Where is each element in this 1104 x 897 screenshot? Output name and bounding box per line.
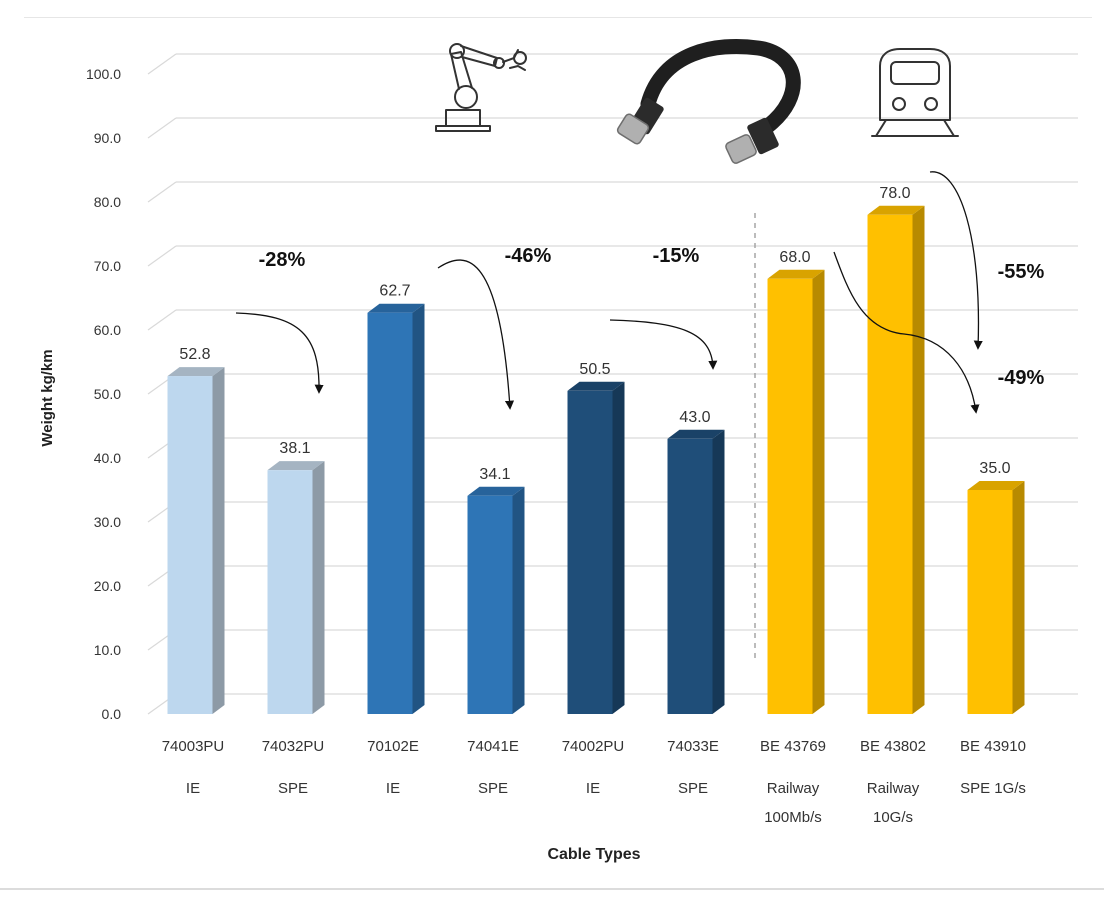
y-tick-label: 50.0	[94, 386, 121, 402]
bar-top	[767, 269, 825, 279]
reduction-label: -15%	[653, 245, 700, 267]
x-tick-code: 74003PU	[162, 738, 225, 755]
y-tick-label: 90.0	[94, 130, 121, 146]
y-tick-label: 70.0	[94, 258, 121, 274]
value-label: 43.0	[679, 409, 710, 426]
bar-side	[1012, 481, 1025, 714]
bar	[167, 376, 213, 714]
x-tick-code: BE 43769	[760, 738, 826, 755]
reduction-label: -55%	[998, 261, 1045, 283]
gridline-slant	[147, 53, 177, 75]
value-label: 68.0	[779, 249, 810, 266]
reduction-label: -28%	[259, 249, 306, 271]
bar	[767, 278, 813, 714]
x-tick-type: SPE	[478, 780, 508, 797]
bar-top	[667, 429, 725, 439]
y-tick-label: 60.0	[94, 322, 121, 338]
x-tick-code: 74041E	[467, 738, 519, 755]
train-icon	[871, 48, 959, 137]
bar-side	[812, 269, 825, 714]
gridline-slant	[147, 309, 177, 331]
bar-top	[467, 486, 525, 496]
value-label: 34.1	[479, 466, 510, 483]
gridline-slant	[147, 245, 177, 267]
x-tick-type-line2: 10G/s	[873, 809, 913, 826]
x-tick-type: Railway	[767, 780, 820, 797]
bar	[867, 214, 913, 715]
x-tick-type: SPE 1G/s	[960, 780, 1026, 797]
reduction-arrow	[929, 171, 983, 350]
bar-top	[367, 303, 425, 313]
x-tick-type: SPE	[278, 780, 308, 797]
robot-arm-icon	[435, 43, 527, 132]
reduction-arrow	[235, 312, 324, 394]
bar-side	[512, 486, 525, 714]
gridline-slant	[147, 117, 177, 139]
y-axis-ticks: 0.0 10.0 20.0 30.0 40.0 50.0 60.0 70.0 80.0 90.0 1…	[86, 66, 121, 722]
x-axis-title: Cable Types	[547, 846, 640, 863]
y-tick-label: 80.0	[94, 194, 121, 210]
bar-side	[612, 381, 625, 714]
x-tick-code: 74002PU	[562, 738, 625, 755]
y-tick-label: 30.0	[94, 514, 121, 530]
x-tick-code: 74032PU	[262, 738, 325, 755]
x-tick-code: 70102E	[367, 738, 419, 755]
x-tick-type-line2: 100Mb/s	[764, 809, 822, 826]
bottom-divider	[0, 888, 1104, 890]
y-tick-label: 100.0	[86, 66, 121, 82]
bar-top	[167, 367, 225, 377]
bar-top	[967, 481, 1025, 490]
bar-top	[567, 381, 625, 391]
x-tick-code: BE 43910	[960, 738, 1026, 755]
x-tick-type: Railway	[867, 780, 920, 797]
annotations: -28% -46% -15% -55% -49%	[235, 171, 1045, 414]
gridlines	[147, 53, 1078, 715]
x-tick-type: IE	[386, 780, 400, 797]
bar	[367, 312, 413, 714]
bar-side	[312, 461, 325, 714]
x-tick-code: 74033E	[667, 738, 719, 755]
x-tick-type: IE	[186, 780, 200, 797]
value-label: 38.1	[279, 440, 310, 457]
x-tick-type: SPE	[678, 780, 708, 797]
x-tick-code: BE 43802	[860, 738, 926, 755]
bar	[467, 495, 513, 714]
value-label: 50.5	[579, 361, 610, 378]
value-labels: 52.8 38.1 62.7 34.1 50.5 43.0 68.0 78.0 35.0	[179, 185, 1010, 483]
reduction-label: -46%	[505, 245, 552, 267]
value-label: 78.0	[879, 185, 910, 202]
bar-side	[212, 367, 225, 714]
bar-side	[912, 205, 925, 715]
reduction-arrow	[437, 259, 515, 410]
reduction-arrow	[833, 251, 980, 414]
bar-side	[712, 429, 725, 714]
y-axis-title: Weight kg/km	[39, 349, 56, 446]
bar	[567, 390, 613, 714]
y-tick-label: 20.0	[94, 578, 121, 594]
gridline-slant	[147, 181, 177, 203]
ethernet-cable-icon	[616, 38, 801, 164]
value-label: 52.8	[179, 346, 210, 363]
bar-top	[867, 205, 925, 215]
bar-side	[412, 303, 425, 714]
bar	[667, 438, 713, 714]
bars	[167, 205, 1025, 715]
value-label: 62.7	[379, 283, 410, 300]
bar	[267, 470, 313, 714]
bar	[967, 490, 1013, 714]
top-divider	[24, 17, 1092, 18]
reduction-arrow	[609, 319, 718, 370]
y-tick-label: 0.0	[102, 706, 122, 722]
bar-top	[267, 461, 325, 471]
x-tick-type: IE	[586, 780, 600, 797]
reduction-label: -49%	[998, 367, 1045, 389]
value-label: 35.0	[979, 460, 1010, 477]
y-tick-label: 40.0	[94, 450, 121, 466]
x-axis-ticks: 74003PU IE 74032PU SPE 70102E IE 74041E SPE 7400…	[162, 738, 1026, 826]
y-tick-label: 10.0	[94, 642, 121, 658]
